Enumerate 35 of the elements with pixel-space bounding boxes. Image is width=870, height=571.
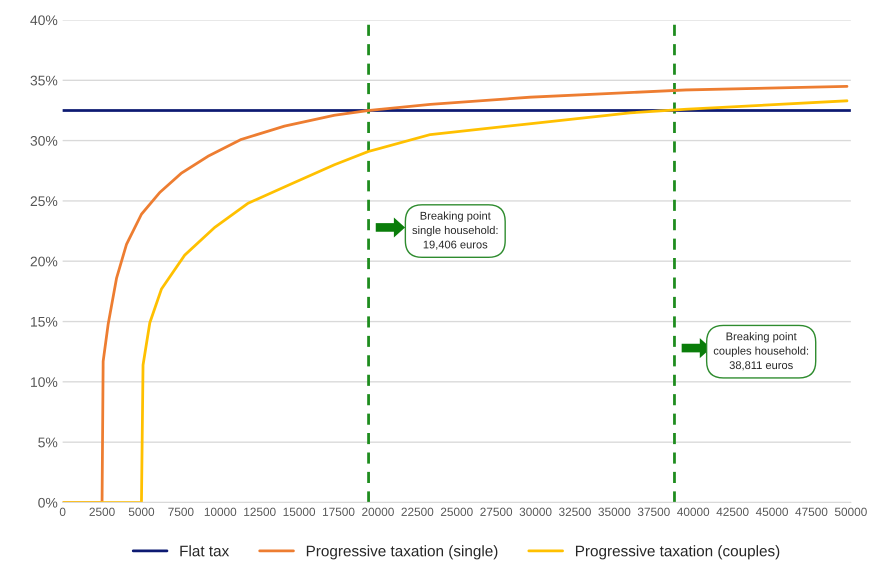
y-tick-label: 10% (31, 377, 58, 388)
x-tick-label: 45000 (756, 508, 788, 516)
x-tick-label: 22500 (402, 508, 434, 516)
x-tick-label: 50000 (834, 508, 867, 516)
x-tick-label: 12500 (244, 508, 276, 516)
legend-label: Progressive taxation (couples) (576, 545, 780, 560)
x-tick-label: 7500 (168, 508, 194, 516)
y-tick-label: 40% (30, 15, 58, 26)
annotation: Breaking point single household: 19,406 euros (412, 212, 498, 250)
y-tick-label: 35% (30, 76, 58, 86)
y-tick-label: 30% (30, 136, 58, 146)
x-tick-label: 0 (60, 508, 66, 516)
x-tick-label: 20000 (362, 508, 394, 516)
legend-label: Flat tax (180, 545, 230, 556)
x-tick-label: 30000 (520, 508, 552, 516)
x-tick-label: 40000 (677, 508, 710, 516)
x-tick-label: 2500 (90, 508, 115, 516)
y-tick-label: 25% (30, 196, 58, 206)
x-tick-label: 17500 (323, 508, 354, 516)
y-tick-label: 0% (38, 498, 58, 508)
annotation: Breaking point couples household: 38,811 euros (714, 332, 808, 370)
y-tick-label: 20% (30, 256, 58, 266)
legend-label: Progressive taxation (single) (306, 545, 498, 560)
x-tick-label: 32500 (559, 508, 591, 516)
x-tick-label: 27500 (480, 508, 512, 516)
x-tick-label: 47500 (795, 508, 828, 516)
x-tick-label: 25000 (440, 508, 473, 516)
x-tick-label: 5000 (128, 508, 154, 516)
x-tick-label: 15000 (284, 508, 316, 516)
y-tick-label: 15% (31, 316, 58, 327)
x-tick-label: 42500 (716, 508, 749, 516)
y-tick-label: 5% (38, 438, 58, 448)
x-tick-label: 37500 (638, 508, 670, 516)
x-tick-label: 35000 (598, 508, 630, 516)
x-tick-label: 10000 (204, 508, 236, 516)
